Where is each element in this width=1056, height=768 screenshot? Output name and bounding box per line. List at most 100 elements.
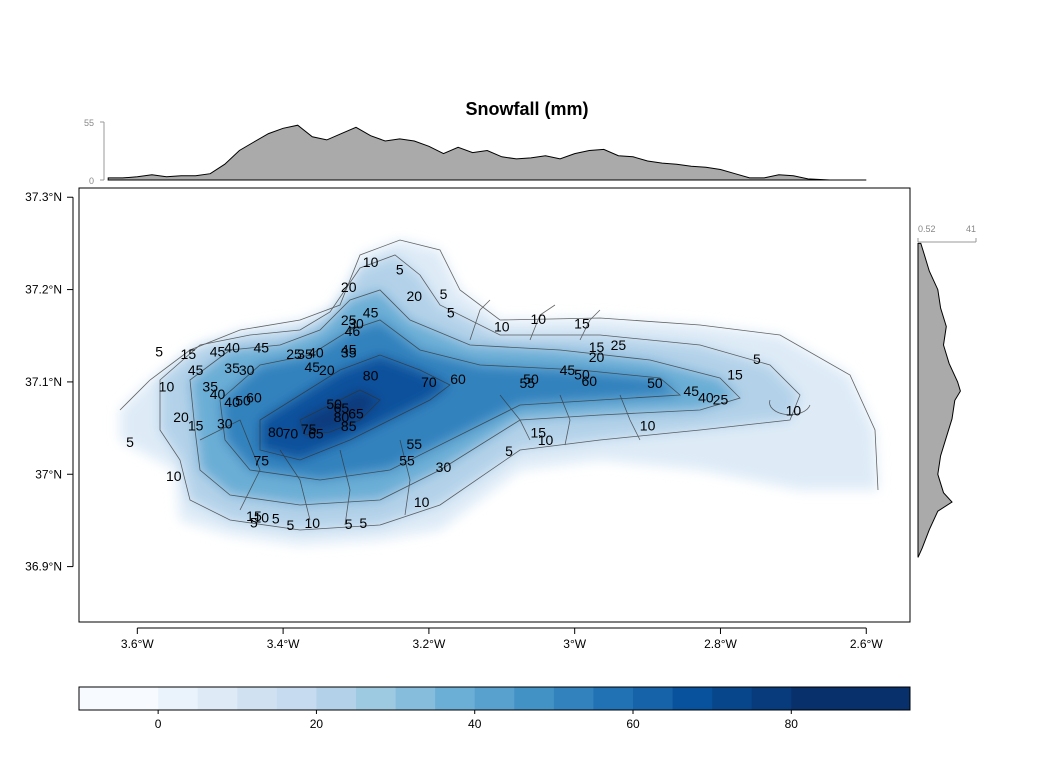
right-marginal-min-label: 0.52	[918, 224, 936, 234]
contour-label: 45	[684, 383, 700, 399]
contour-label: 65	[348, 405, 364, 421]
contour-label: 10	[159, 379, 175, 395]
contour-label: 15	[530, 425, 546, 441]
contour-label: 5	[345, 516, 353, 532]
contour-label: 5	[155, 343, 163, 359]
contour-label: 70	[421, 374, 437, 390]
contour-label: 40	[698, 390, 714, 406]
colorbar-swatch	[791, 687, 832, 710]
contour-label: 10	[253, 510, 269, 526]
contour-label: 25	[611, 337, 627, 353]
contour-label: 80	[334, 409, 350, 425]
y-tick-label: 37°N	[35, 467, 62, 481]
colorbar-swatch	[593, 687, 634, 710]
map-frame	[78, 187, 911, 623]
contour-label: 35	[224, 360, 240, 376]
contour-label: 10	[304, 515, 320, 531]
x-tick-label: 3.4°W	[267, 637, 300, 651]
colorbar-tick-label: 0	[155, 717, 162, 731]
colorbar-swatch	[435, 687, 476, 710]
top-marginal-min-label: 0	[89, 176, 94, 186]
contour-label: 10	[414, 494, 430, 510]
colorbar-swatch	[79, 687, 120, 710]
contour-label: 10	[786, 403, 802, 419]
contour-label: 25	[713, 391, 729, 407]
colorbar-swatch	[474, 687, 515, 710]
colorbar-tick-label: 20	[310, 717, 324, 731]
colorbar-tick-label: 40	[468, 717, 482, 731]
contour-label: 65	[308, 426, 324, 442]
contour-label: 10	[166, 468, 182, 484]
contour-label: 70	[283, 426, 299, 442]
contour-label: 50	[523, 371, 539, 387]
contour-label: 15	[246, 508, 262, 524]
contour-label: 45	[341, 342, 357, 358]
contour-label: 40	[308, 344, 324, 360]
colorbar-swatch	[514, 687, 555, 710]
contour-label: 30	[436, 459, 452, 475]
right-marginal-max-label: 41	[966, 224, 976, 234]
colorbar-swatch	[316, 687, 357, 710]
colorbar-swatch	[553, 687, 594, 710]
y-axis: 36.9°N 37°N 37.1°N 37.2°N 37.3°N	[25, 190, 74, 574]
x-tick-label: 3.6°W	[121, 637, 154, 651]
contour-label: 65	[334, 400, 350, 416]
contour-label: 30	[348, 316, 364, 332]
colorbar-swatch	[395, 687, 436, 710]
contour-label: 35	[202, 379, 218, 395]
colorbar-ticks: 0 20 40 60 80	[155, 710, 798, 731]
contour-label: 10	[538, 432, 554, 448]
contour-label: 40	[224, 394, 240, 410]
contour-label: 10	[530, 311, 546, 327]
contour-label: 25	[286, 346, 302, 362]
colorbar-frame	[78, 686, 911, 711]
colorbar-swatch	[830, 687, 871, 710]
colorbar-swatch	[751, 687, 792, 710]
contour-label: 45	[188, 362, 204, 378]
contour-label: 50	[235, 392, 251, 408]
contour-label: 55	[407, 436, 423, 452]
x-tick-label: 3°W	[563, 637, 586, 651]
contour-label: 60	[450, 371, 466, 387]
colorbar-swatch	[158, 687, 199, 710]
contour-label: 55	[399, 452, 415, 468]
colorbar-swatch	[870, 687, 911, 710]
right-marginal: 0.52 41	[917, 224, 977, 558]
contour-label: 15	[727, 367, 743, 383]
contour-label: 15	[589, 339, 605, 355]
contour-label: 25	[341, 312, 357, 328]
contour-label: 50	[574, 367, 590, 383]
contour-label: 20	[173, 409, 189, 425]
contour-label: 5	[126, 434, 134, 450]
contour-label: 20	[407, 288, 423, 304]
contour-label: 50	[647, 375, 663, 391]
contour-label: 20	[341, 279, 357, 295]
right-marginal-profile	[917, 242, 961, 558]
top-marginal-max-label: 55	[84, 118, 94, 128]
colorbar-swatch	[118, 687, 159, 710]
contour-label: 75	[301, 421, 317, 437]
contour-label: 45	[560, 362, 576, 378]
field-level-85	[300, 390, 380, 435]
colorbar-swatch	[276, 687, 317, 710]
contour-label: 40	[210, 386, 226, 402]
y-tick-label: 37.2°N	[25, 283, 62, 297]
contour-label: 50	[326, 396, 342, 412]
colorbar-tick-label: 60	[626, 717, 640, 731]
contour-label: 5	[359, 515, 367, 531]
contour-label: 20	[589, 349, 605, 365]
colorbar-swatch	[237, 687, 278, 710]
contour-label: 85	[341, 418, 357, 434]
colorbar-swatch	[356, 687, 397, 710]
contour-label: 40	[224, 340, 240, 356]
contour-label: 55	[520, 375, 536, 391]
contour-label: 10	[494, 319, 510, 335]
contour-label: 5	[396, 261, 404, 277]
colorbar-swatch	[712, 687, 753, 710]
top-marginal-profile	[107, 124, 867, 181]
x-tick-label: 2.6°W	[850, 637, 883, 651]
colorbar-swatch	[633, 687, 674, 710]
contour-label: 45	[253, 340, 269, 356]
colorbar-tick-label: 80	[785, 717, 799, 731]
